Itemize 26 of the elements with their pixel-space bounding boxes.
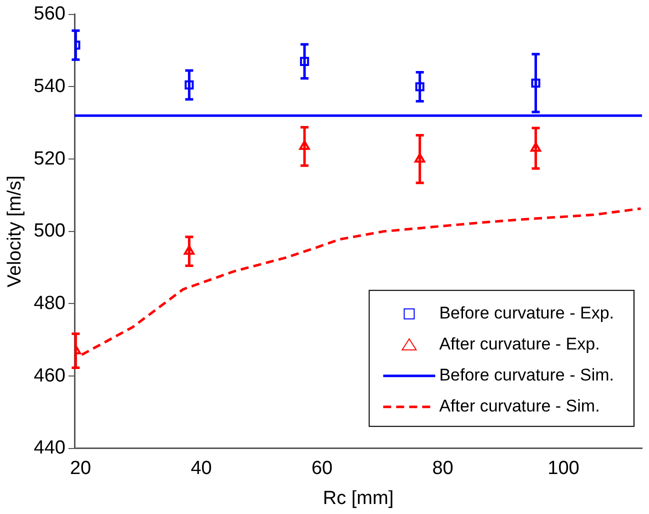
y-tick-label: 540	[34, 76, 66, 97]
x-tick-label: 100	[548, 458, 580, 480]
y-tick-label: 560	[34, 4, 66, 25]
x-tick-label: 20	[70, 458, 92, 480]
legend-label: After curvature - Exp.	[439, 334, 600, 354]
legend-label: Before curvature - Sim.	[439, 366, 614, 385]
point	[415, 82, 424, 92]
point	[531, 78, 540, 88]
y-tick-label: 440	[34, 438, 66, 459]
y-tick-label: 460	[34, 365, 66, 386]
y-tick-label: 480	[34, 292, 66, 314]
y-axis-title: Velocity [m/s]	[4, 175, 26, 288]
point	[300, 56, 310, 66]
point	[299, 140, 310, 150]
y-tick-label: 500	[34, 220, 66, 242]
x-tick-label: 60	[311, 458, 333, 480]
x-tick-label: 40	[190, 458, 212, 480]
point	[184, 245, 195, 255]
x-axis-title: Rc [mm]	[322, 488, 394, 509]
y-tick-label: 520	[34, 148, 66, 170]
x-tick-label: 80	[432, 458, 454, 480]
legend-label: After curvature - Sim.	[439, 396, 600, 416]
point	[184, 80, 194, 90]
point	[414, 153, 426, 163]
legend-label: Before curvature - Exp.	[439, 304, 614, 323]
point	[530, 142, 542, 152]
